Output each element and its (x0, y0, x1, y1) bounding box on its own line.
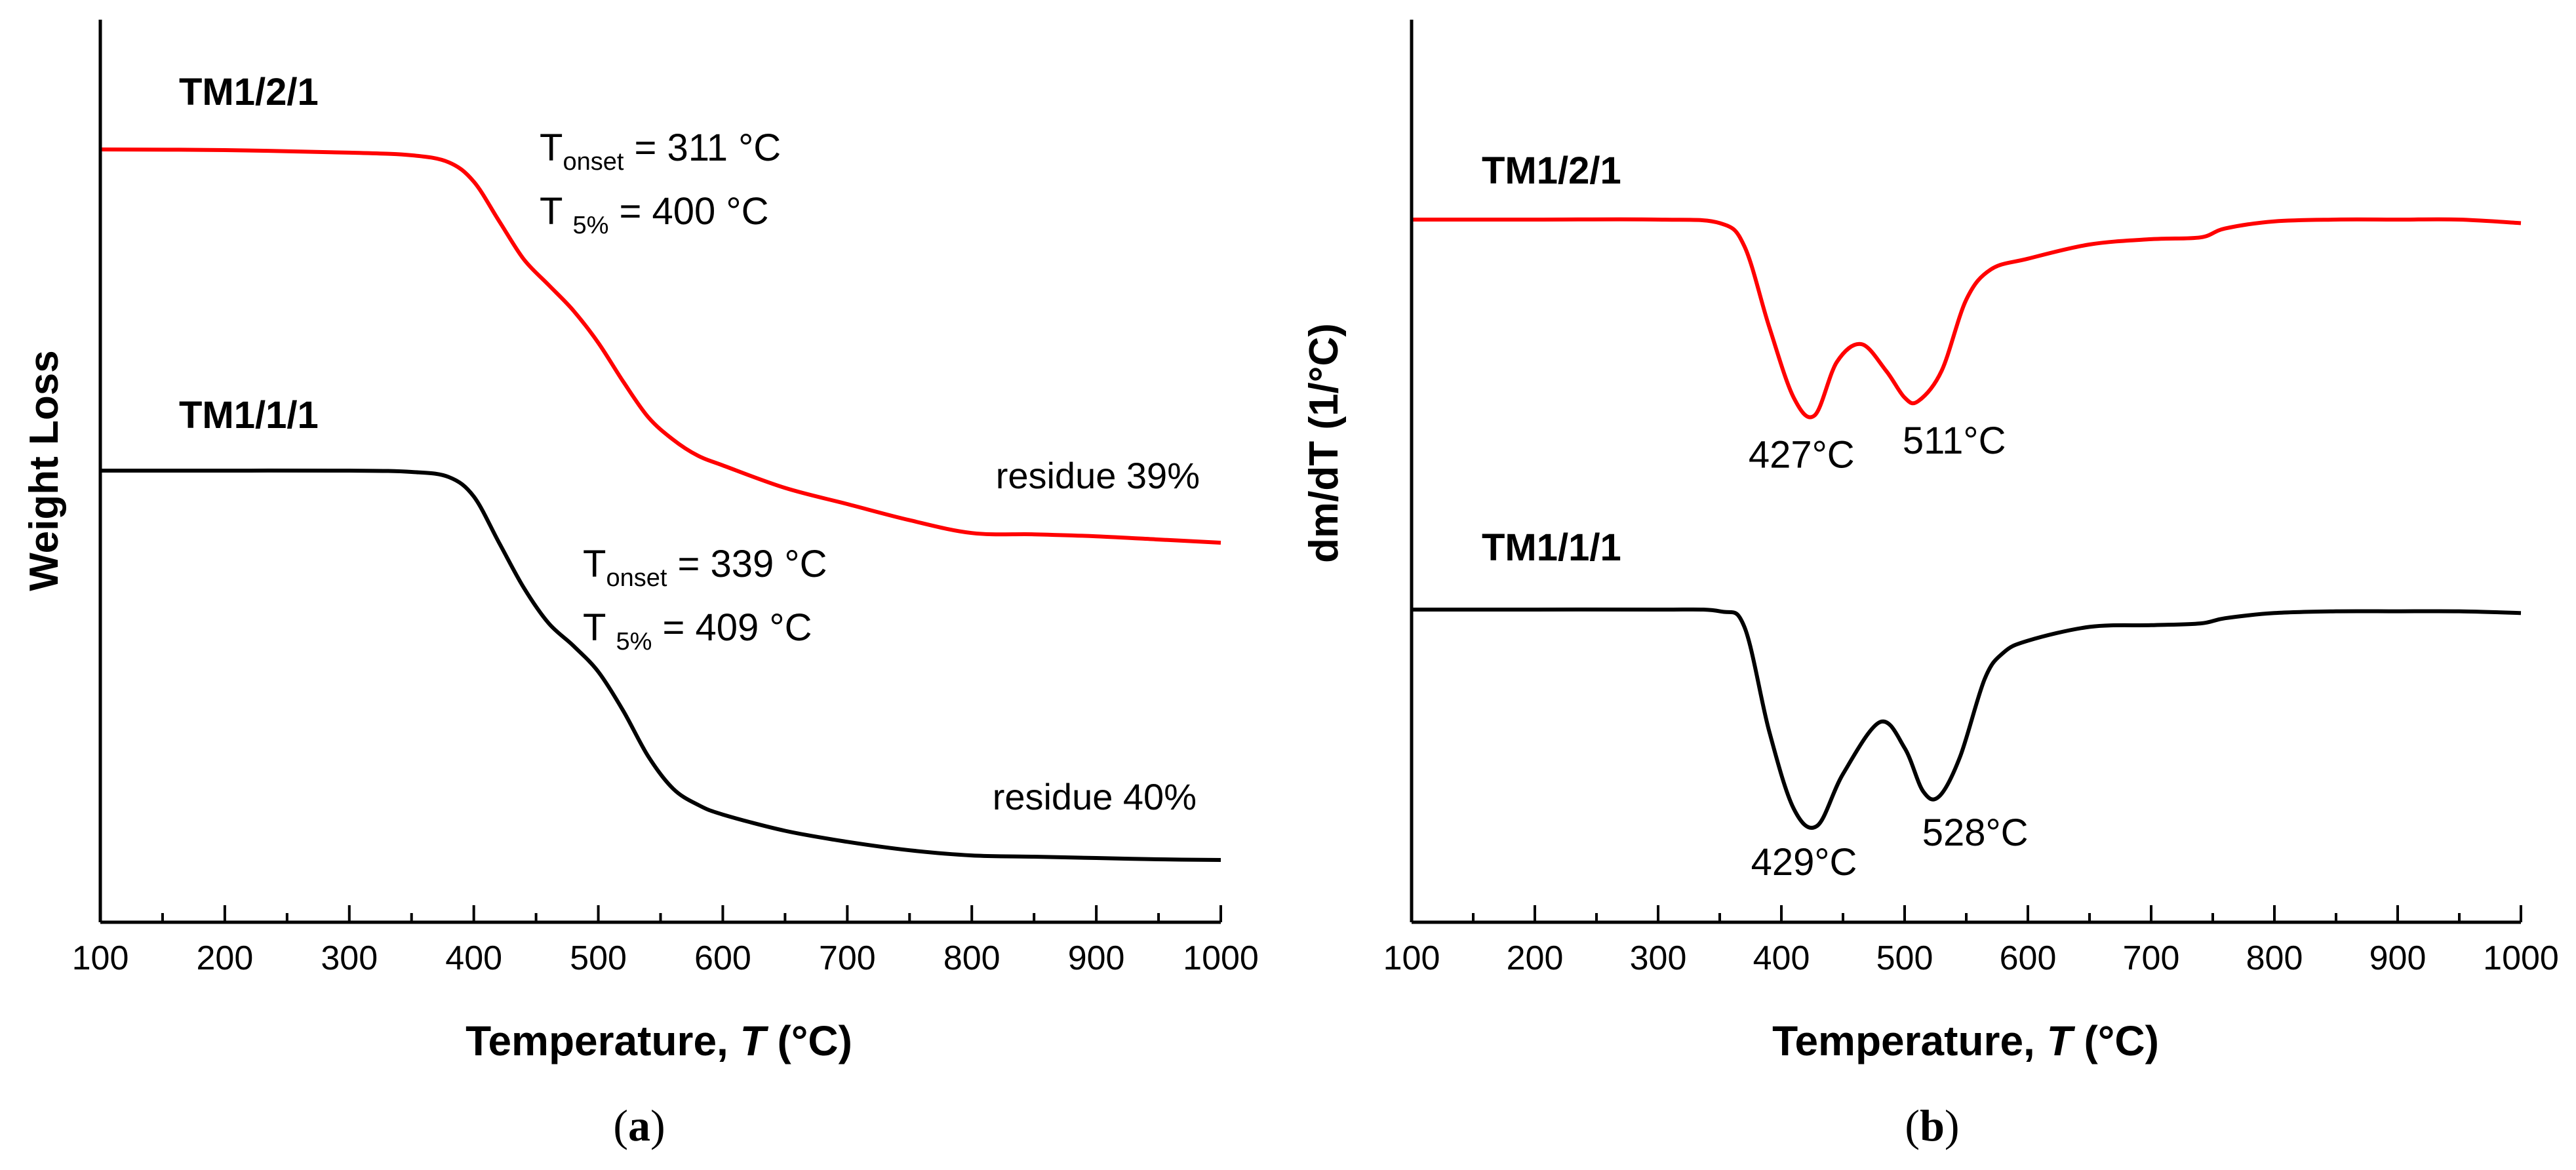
panel-a-series (100, 147, 1221, 862)
panel-a-tm111-t5: T 5% = 409 °C (583, 606, 812, 655)
panel-b-label-tm121: TM1/2/1 (1482, 149, 1621, 192)
x-tick-label: 600 (2000, 939, 2057, 977)
panel-a-residue-tm111: residue 40% (993, 776, 1197, 817)
peak-label: 528°C (1922, 811, 2029, 854)
panel-b-x-axis-title: Temperature, T (°C) (1772, 1017, 2159, 1064)
panel-b-peak-labels: 427°C 511°C 429°C 528°C (1749, 419, 2029, 884)
panel-b-series (1412, 217, 2522, 830)
panel-a-series-line-1 (100, 147, 1221, 545)
peak-label: 511°C (1903, 419, 2006, 462)
x-tick-label: 600 (694, 939, 751, 977)
panel-b-label-tm111: TM1/1/1 (1482, 526, 1621, 569)
panel-a-label-tm111: TM1/1/1 (179, 394, 319, 437)
panel-b: 100 200 300 400 500 600 700 800 900 1000 TM1/2/1 … (1301, 20, 2559, 1150)
x-tick-label: 200 (1507, 939, 1564, 977)
x-tick-label: 1000 (2483, 939, 2559, 977)
panel-a-tm111-tonset: Tonset = 339 °C (583, 543, 827, 592)
x-tick-label: 100 (1383, 939, 1440, 977)
panel-a-tm121-tonset: Tonset = 311 °C (540, 127, 781, 176)
x-tick-label: 200 (197, 939, 254, 977)
x-tick-label: 800 (2246, 939, 2303, 977)
x-tick-label: 700 (819, 939, 876, 977)
panel-b-series-line-1 (1412, 217, 2522, 419)
panel-a-y-axis-title: Weight Loss (22, 350, 67, 591)
panel-b-series-line-2 (1412, 607, 2522, 830)
panel-a-residue-tm121: residue 39% (996, 455, 1200, 496)
x-tick-label: 900 (1068, 939, 1125, 977)
panel-a-series-line-2 (100, 468, 1221, 862)
x-tick-label: 100 (72, 939, 129, 977)
x-tick-label: 700 (2123, 939, 2180, 977)
panel-a-x-axis-title: Temperature, T (°C) (466, 1017, 852, 1064)
x-tick-label: 500 (570, 939, 627, 977)
x-tick-label: 800 (943, 939, 1001, 977)
x-tick-label: 300 (321, 939, 378, 977)
x-tick-label: 500 (1876, 939, 1933, 977)
x-tick-label: 400 (1753, 939, 1810, 977)
x-tick-label: 300 (1630, 939, 1687, 977)
panel-b-caption: (b) (1905, 1101, 1959, 1150)
x-tick-label: 900 (2369, 939, 2427, 977)
panel-a-label-tm121: TM1/2/1 (179, 71, 319, 113)
panel-a: 100 200 300 400 500 600 700 800 900 1000 TM1/2/1 … (22, 20, 1259, 1150)
x-tick-label: 400 (445, 939, 502, 977)
panel-b-x-ticks: 100 200 300 400 500 600 700 800 900 1000 (1383, 905, 2559, 977)
panel-a-caption: (a) (613, 1101, 665, 1150)
panel-a-x-ticks: 100 200 300 400 500 600 700 800 900 1000 (72, 905, 1259, 977)
peak-label: 427°C (1749, 434, 1855, 477)
panel-b-y-axis-title: dm/dT (1/°C) (1301, 323, 1347, 563)
peak-label: 429°C (1751, 841, 1857, 884)
panel-a-tm121-t5: T 5% = 400 °C (540, 190, 769, 239)
x-tick-label: 1000 (1183, 939, 1259, 977)
